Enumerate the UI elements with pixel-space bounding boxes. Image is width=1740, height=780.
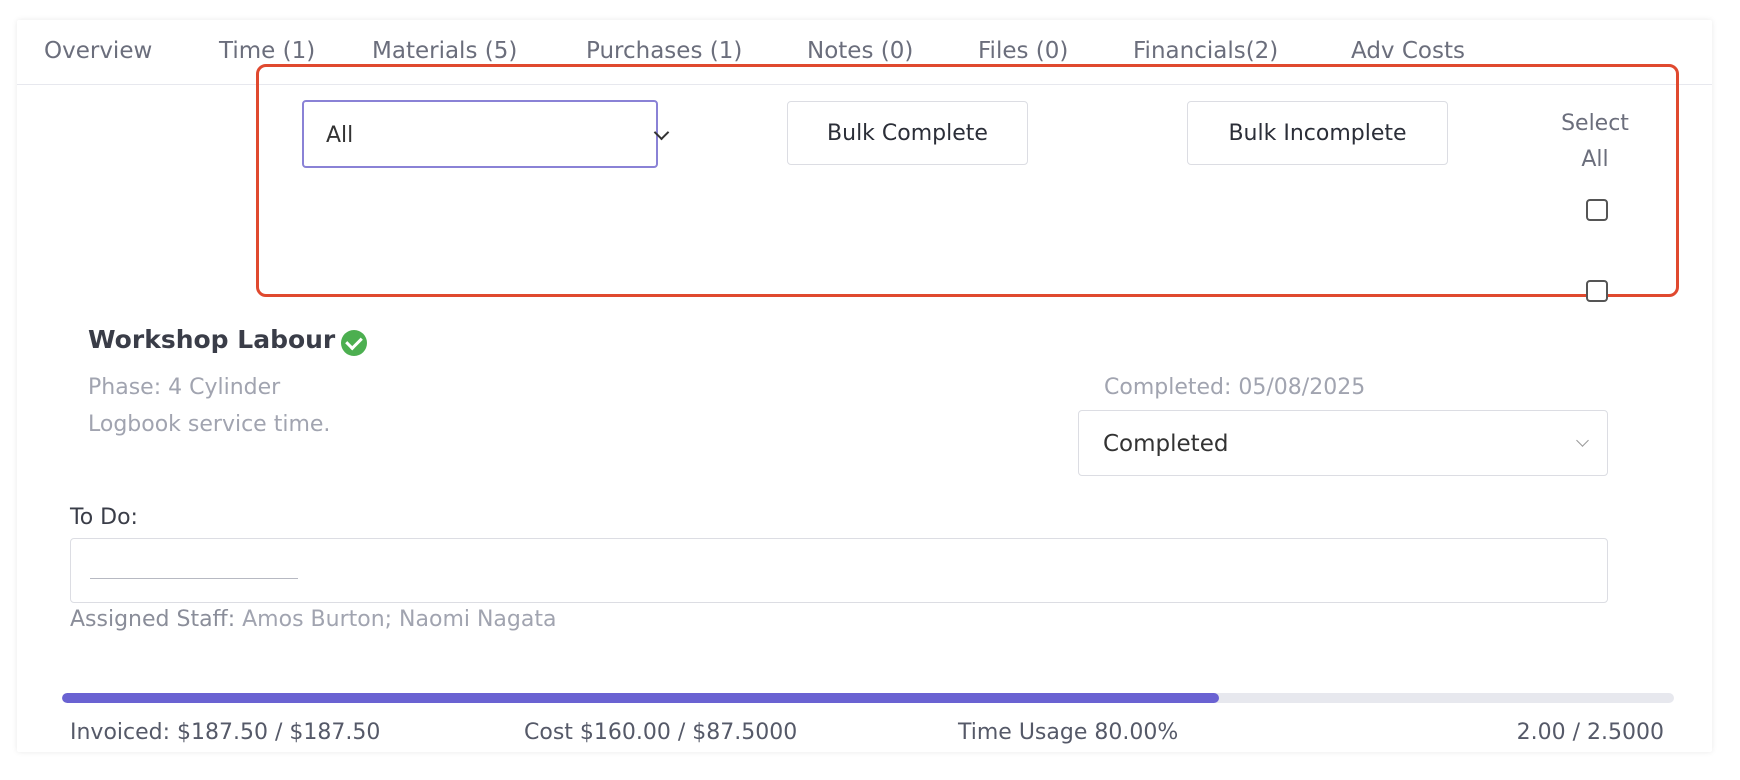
check-circle-icon <box>341 330 367 356</box>
filter-select[interactable]: All <box>302 100 670 168</box>
tab-overview[interactable]: Overview <box>44 38 153 64</box>
select-all-label-line1: Select <box>1561 111 1629 136</box>
select-all-checkbox[interactable] <box>1586 199 1608 221</box>
invoiced-stat: Invoiced: $187.50 / $187.50 <box>70 720 381 745</box>
time-progress-bar <box>62 693 1674 703</box>
completed-date: Completed: 05/08/2025 <box>1104 375 1366 400</box>
select-all-label-line2: All <box>1581 147 1609 172</box>
assigned-staff: Assigned Staff: Amos Burton; Naomi Nagat… <box>70 607 556 632</box>
time-usage-stat: Time Usage 80.00% <box>958 720 1179 745</box>
tab-notes[interactable]: Notes (0) <box>807 38 914 64</box>
todo-label: To Do: <box>70 505 138 530</box>
todo-placeholder-line <box>90 578 298 579</box>
tab-materials[interactable]: Materials (5) <box>372 38 518 64</box>
item-phase: Phase: 4 Cylinder <box>88 375 281 400</box>
status-select[interactable]: Completed <box>1078 410 1608 476</box>
chevron-down-icon <box>1576 434 1589 447</box>
item-title: Workshop Labour <box>88 325 336 354</box>
status-select-value: Completed <box>1103 431 1229 457</box>
bulk-incomplete-button[interactable]: Bulk Incomplete <box>1187 101 1448 165</box>
assigned-staff-label: Assigned Staff: <box>70 607 236 632</box>
filter-select-value: All <box>326 123 354 148</box>
tab-time[interactable]: Time (1) <box>219 38 316 64</box>
tab-adv-costs[interactable]: Adv Costs <box>1351 38 1465 64</box>
item-description: Logbook service time. <box>88 412 331 437</box>
tab-purchases[interactable]: Purchases (1) <box>586 38 743 64</box>
assigned-staff-names: Amos Burton; Naomi Nagata <box>235 607 557 632</box>
bulk-complete-button[interactable]: Bulk Complete <box>787 101 1028 165</box>
tab-bar: Overview Time (1) Materials (5) Purchase… <box>17 20 1712 85</box>
tab-files[interactable]: Files (0) <box>978 38 1069 64</box>
tab-financials[interactable]: Financials(2) <box>1133 38 1279 64</box>
cost-stat: Cost $160.00 / $87.5000 <box>524 720 798 745</box>
bulk-actions-highlight <box>256 64 1679 297</box>
time-progress-fill <box>62 693 1220 703</box>
todo-input[interactable] <box>70 538 1608 603</box>
hours-stat: 2.00 / 2.5000 <box>1516 720 1664 745</box>
item-select-checkbox[interactable] <box>1586 280 1608 302</box>
select-all-label: Select All <box>1540 106 1650 178</box>
